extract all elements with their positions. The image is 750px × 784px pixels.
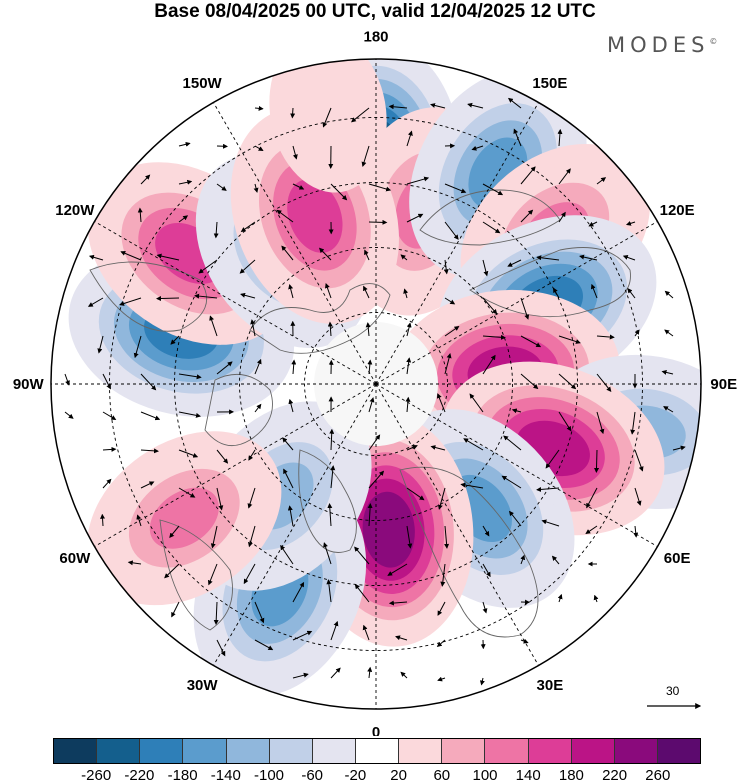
longitude-label: 30E bbox=[537, 677, 564, 694]
colorbar-swatch bbox=[97, 739, 140, 763]
colorbar-tick-label: 60 bbox=[433, 767, 450, 784]
longitude-label: 180 bbox=[363, 28, 388, 45]
colorbar-swatch bbox=[183, 739, 226, 763]
colorbar-tick-label: -20 bbox=[345, 767, 367, 784]
wind-vector bbox=[292, 108, 293, 117]
longitude-label: 90E bbox=[710, 376, 737, 393]
colorbar-tick-label: -180 bbox=[168, 767, 198, 784]
colorbar-tick-label: 220 bbox=[602, 767, 627, 784]
colorbar-swatch bbox=[485, 739, 528, 763]
colorbar-swatch bbox=[140, 739, 183, 763]
colorbar-swatch bbox=[529, 739, 572, 763]
wind-vector bbox=[102, 515, 103, 526]
colorbar-tick-label: -100 bbox=[254, 767, 284, 784]
colorbar-swatch bbox=[313, 739, 356, 763]
colorbar-swatch bbox=[615, 739, 658, 763]
polar-map: 180 150E 120E 90E 60E 30E 0 30W 60W 90W 120W 150W bbox=[0, 0, 750, 736]
colorbar-tick-label: -220 bbox=[124, 767, 154, 784]
wind-vector bbox=[596, 450, 597, 472]
wind-vector bbox=[157, 298, 179, 299]
colorbar bbox=[53, 738, 701, 764]
colorbar-tick-label: -140 bbox=[211, 767, 241, 784]
colorbar-tick-label: 180 bbox=[559, 767, 584, 784]
colorbar-tick-label: -60 bbox=[301, 767, 323, 784]
colorbar-tick-label: 260 bbox=[645, 767, 670, 784]
colorbar-swatch bbox=[658, 739, 700, 763]
colorbar-swatch bbox=[572, 739, 615, 763]
longitude-label: 150W bbox=[183, 75, 223, 92]
vector-scale-label: 30 bbox=[666, 684, 679, 698]
colorbar-swatch bbox=[442, 739, 485, 763]
colorbar-tick-label: 20 bbox=[390, 767, 407, 784]
longitude-label: 30W bbox=[187, 677, 219, 694]
colorbar-labels: -260 -220 -180 -140 -100 -60 -20 20 60 100 140 180 2… bbox=[53, 767, 701, 783]
longitude-label: 0 bbox=[372, 724, 380, 736]
colorbar-swatch bbox=[270, 739, 313, 763]
colorbar-swatch bbox=[399, 739, 442, 763]
colorbar-tick-label: 140 bbox=[516, 767, 541, 784]
colorbar-tick-label: 100 bbox=[472, 767, 497, 784]
colorbar-tick-label: -260 bbox=[81, 767, 111, 784]
longitude-label: 60W bbox=[59, 550, 91, 567]
longitude-label: 60E bbox=[664, 550, 691, 567]
colorbar-swatch bbox=[54, 739, 97, 763]
longitude-label: 150E bbox=[532, 75, 567, 92]
longitude-label: 120W bbox=[55, 202, 95, 219]
longitude-label: 120E bbox=[660, 202, 695, 219]
colorbar-swatch bbox=[227, 739, 270, 763]
longitude-label: 90W bbox=[13, 376, 45, 393]
colorbar-swatch bbox=[356, 739, 399, 763]
